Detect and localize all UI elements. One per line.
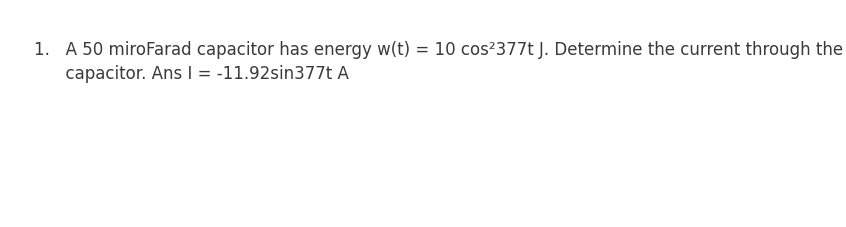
- Text: 1.   A 50 miroFarad capacitor has energy w(t) = 10 cos²377t J. Determine the cur: 1. A 50 miroFarad capacitor has energy w…: [34, 41, 843, 82]
